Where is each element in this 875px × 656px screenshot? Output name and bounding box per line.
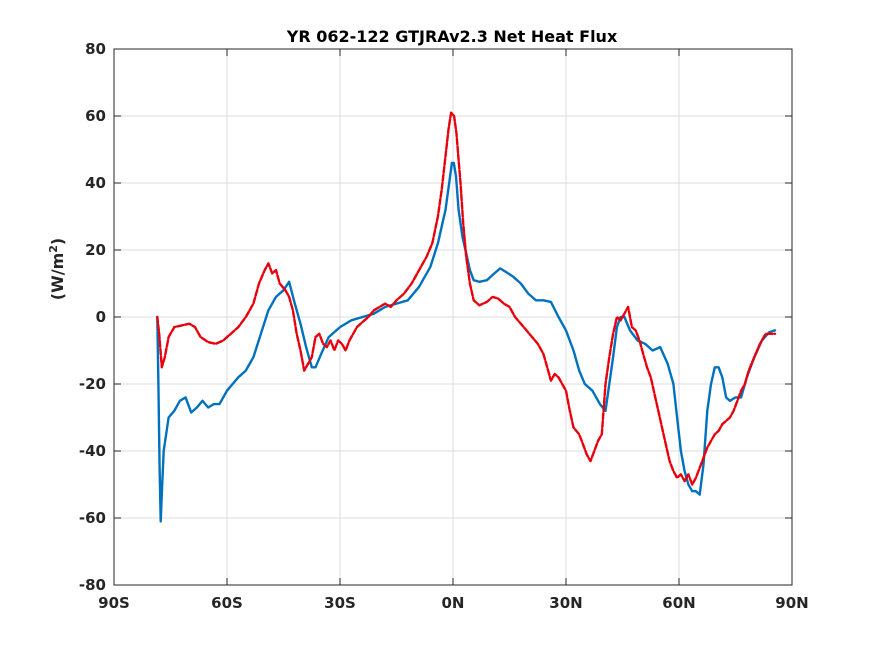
- grid-lines: [114, 49, 792, 585]
- y-axis-label-close: ): [48, 238, 67, 245]
- y-axis-label-superscript: 2: [47, 245, 60, 253]
- tick-labels: 90S 60S 30S 0N 30N 60N 90N 80 60 40 20 0 -20 -40 -60 -8…: [79, 40, 809, 612]
- y-tick-label: 40: [85, 174, 106, 192]
- y-tick-label: 80: [85, 40, 106, 58]
- y-tick-label: -40: [79, 442, 106, 460]
- y-axis-label: (W/m2): [47, 238, 68, 300]
- x-tick-label: 0N: [442, 594, 465, 612]
- y-axis-label-main: (W/m: [48, 253, 67, 300]
- x-tick-label: 30S: [324, 594, 356, 612]
- series-line-red-dashed: [156, 111, 777, 486]
- chart-title: YR 062-122 GTJRAv2.3 Net Heat Flux: [286, 27, 618, 46]
- series-line-blue-solid: [156, 161, 777, 523]
- series-lines: [156, 111, 777, 523]
- x-tick-label: 60S: [211, 594, 243, 612]
- y-tick-label: 20: [85, 241, 106, 259]
- y-tick-label: 60: [85, 107, 106, 125]
- x-tick-label: 90S: [98, 594, 130, 612]
- x-tick-label: 90N: [775, 594, 808, 612]
- y-tick-label: -20: [79, 375, 106, 393]
- y-tick-label: -60: [79, 509, 106, 527]
- y-tick-label: 0: [96, 308, 106, 326]
- y-tick-label: -80: [79, 576, 106, 594]
- x-tick-label: 60N: [662, 594, 695, 612]
- tick-marks: [113, 48, 793, 586]
- x-tick-label: 30N: [549, 594, 582, 612]
